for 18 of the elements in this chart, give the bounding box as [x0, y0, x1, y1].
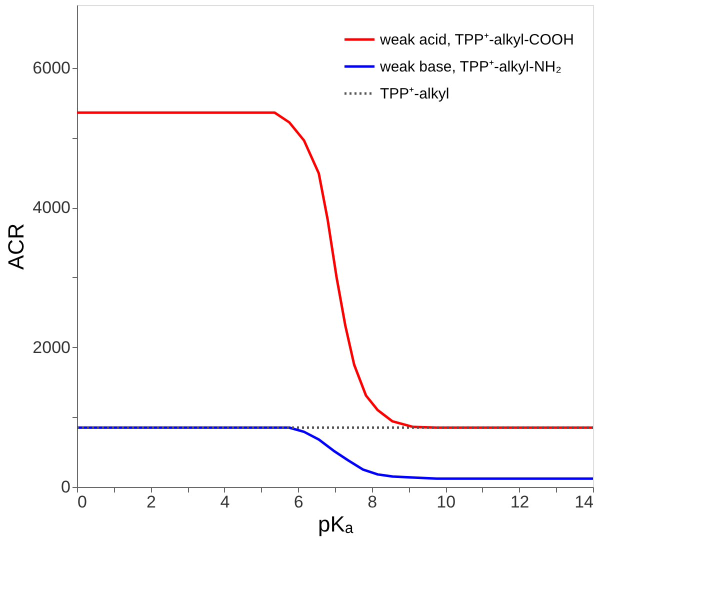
y-tick-label: 6000	[32, 58, 70, 78]
y-axis-title: ACR	[4, 223, 29, 270]
x-tick-label: 10	[436, 492, 456, 512]
legend-label: TPP⁺-alkyl	[380, 86, 450, 102]
x-tick-label: 0	[78, 492, 87, 512]
y-tick-label: 4000	[32, 198, 70, 218]
x-axis-title: pKₐ	[318, 512, 354, 536]
y-tick-label: 0	[61, 478, 70, 496]
line-series	[76, 111, 594, 429]
legend-label: weak base, TPP⁺-alkyl-NH₂	[379, 58, 562, 76]
y-tick-label: 2000	[32, 338, 70, 357]
legend-label: weak acid, TPP⁺-alkyl-COOH	[379, 32, 574, 48]
x-tick-label: 4	[220, 492, 230, 512]
x-tick-label: 12	[510, 492, 530, 512]
x-tick-label: 8	[368, 492, 378, 512]
x-tick-label: 2	[146, 492, 156, 512]
x-tick-label: 6	[294, 492, 304, 512]
x-tick-label: 14	[574, 492, 594, 512]
